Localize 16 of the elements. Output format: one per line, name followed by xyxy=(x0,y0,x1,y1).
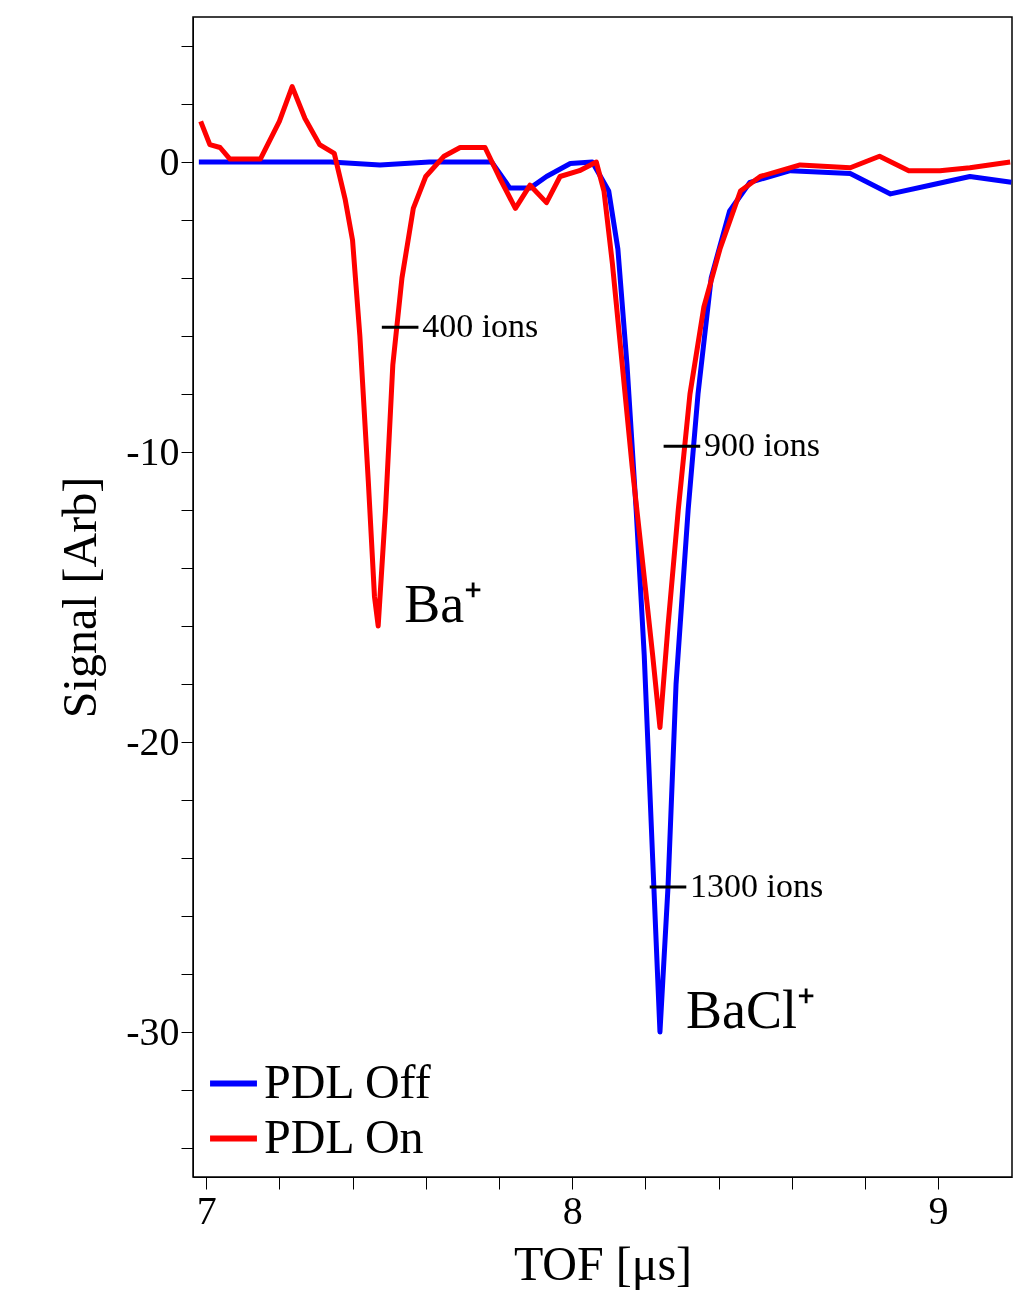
legend-label: PDL On xyxy=(264,1109,424,1163)
x-axis-title: TOF [μs] xyxy=(513,1236,693,1290)
y-tick-label: -30 xyxy=(126,1008,180,1054)
y-tick-label: 0 xyxy=(159,138,180,184)
y-tick-label: -10 xyxy=(126,428,180,474)
annotation: Ba⁺ xyxy=(404,574,483,634)
annotation: 400 ions xyxy=(422,307,539,345)
annotation: 1300 ions xyxy=(690,867,824,904)
x-tick-label: 9 xyxy=(928,1187,949,1233)
y-axis-title: Signal [Arb] xyxy=(53,476,107,719)
x-tick-label: 8 xyxy=(562,1187,583,1233)
annotation: BaCl⁺ xyxy=(685,980,815,1040)
y-tick-label: -20 xyxy=(126,718,180,764)
legend-label: PDL Off xyxy=(264,1054,431,1108)
x-tick-label: 7 xyxy=(196,1187,217,1233)
annotation: 900 ions xyxy=(703,426,821,464)
